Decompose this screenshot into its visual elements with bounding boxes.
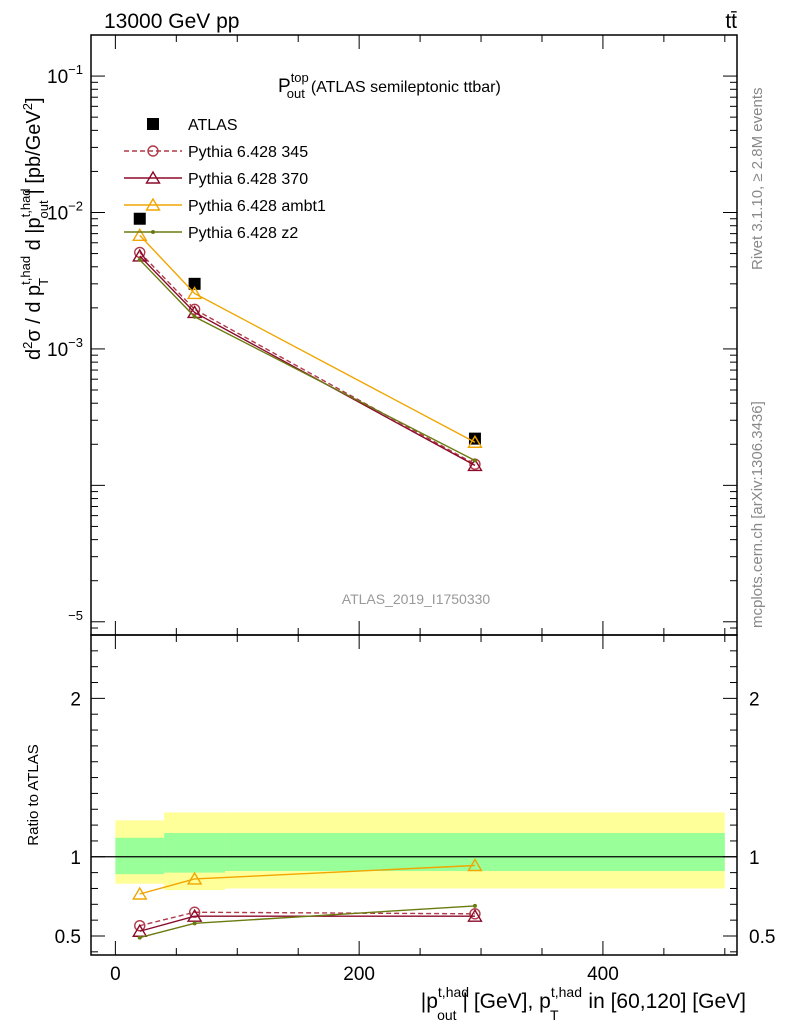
- ratio-band-1-bin-0: [115, 837, 165, 875]
- ratio-series-3-point-0: [137, 935, 142, 940]
- ratio-axis-ticks: 0.5 0.5 1 1 2 2 0 200 400: [55, 635, 775, 985]
- legend-marker-3: [145, 197, 161, 211]
- ratio-y-tick-label-left-1: 1: [70, 848, 81, 869]
- main-series-3-point-1: [186, 286, 203, 300]
- ratio-series-line-0: [139, 911, 475, 927]
- tick-exp: −1: [68, 62, 83, 77]
- x-tick-label-2: 400: [587, 964, 619, 985]
- legend-label-2: Pythia 6.428 370: [188, 171, 308, 188]
- ratio-series-1-point-1: [186, 908, 203, 922]
- ratio-y-tick-label-right-1: 1: [749, 848, 760, 869]
- ratio-y-tick-label-left-2: 2: [70, 689, 81, 710]
- main-series-1-point-0: [134, 246, 146, 259]
- main-series-line-4: [139, 259, 476, 462]
- main-ylabel: d2σ / d pt,had T d |pt,had out| [pb/GeV2]: [18, 97, 51, 360]
- ratio-y-tick-label-right-0: 0.5: [749, 927, 775, 948]
- legend-marker-4: [151, 230, 155, 234]
- main-series-line-3: [139, 234, 476, 443]
- main-y-tick-label-0: 10−1: [47, 62, 83, 88]
- main-series-0-point-0: [133, 212, 146, 225]
- ratio-series-line-1: [139, 915, 475, 932]
- ratio-y-tick-label-right-2: 2: [749, 689, 760, 710]
- main-series-3-point-2: [467, 434, 483, 448]
- main-series-0-point-1: [188, 277, 201, 290]
- legend: ATLAS Pythia 6.428 345 Pythia 6.428 370 Pyt…: [124, 117, 326, 242]
- main-series-4-point-0: [137, 257, 142, 262]
- ratio-band-1-bin-1: [164, 833, 226, 873]
- x-tick-label-1: 200: [343, 964, 375, 985]
- main-y-tick-label-3: −5: [68, 608, 83, 623]
- tick-base: 10: [47, 67, 68, 88]
- main-series-4-point-2: [472, 458, 477, 463]
- x-axis-label: |pt,had out| [GeV], pt,had T in [60,120] […: [421, 984, 746, 1023]
- ratio-series-line-2: [139, 864, 475, 895]
- ratio-series-2-point-2: [467, 858, 483, 872]
- panel-title: Ptop out (ATLAS semileptonic ttbar): [278, 70, 501, 101]
- ratio-plot-content: [91, 812, 737, 940]
- ratio-band-1-bin-2: [225, 833, 725, 872]
- mcplots-label: mcplots.cern.ch [arXiv:1306.3436]: [749, 401, 766, 628]
- ratio-frame: [90, 634, 738, 956]
- ratio-y-tick-label-left-0: 0.5: [55, 927, 81, 948]
- main-y-tick-label-2: 10−3: [47, 335, 83, 361]
- process-label: tt̄: [725, 10, 737, 33]
- ratio-panel: 0.5 0.5 1 1 2 2 0 200 400 Ratio to ATLAS |pt,had…: [25, 634, 775, 1023]
- tick-base: 10: [47, 203, 68, 224]
- ratio-series-3-point-2: [472, 903, 477, 908]
- panel-title-sub: out: [287, 86, 305, 101]
- main-series-1-point-1: [188, 303, 201, 316]
- main-axis-ticks: 10−110−210−3−5: [47, 34, 737, 636]
- main-plot-content: [132, 212, 483, 472]
- main-series-2-point-2: [467, 458, 483, 472]
- ratio-series-0-point-1: [188, 906, 201, 918]
- legend-label-0: ATLAS: [188, 117, 238, 134]
- main-y-tick-label-1: 10−2: [47, 198, 83, 224]
- ratio-series-2-point-1: [186, 871, 203, 885]
- main-series-3-point-0: [132, 227, 148, 242]
- tick-exp: −2: [68, 198, 83, 213]
- tick-exp: −3: [68, 335, 83, 350]
- legend-marker-1: [147, 145, 159, 157]
- legend-label-3: Pythia 6.428 ambt1: [188, 198, 326, 215]
- main-series-4-point-1: [192, 314, 197, 319]
- legend-marker-2: [145, 170, 161, 184]
- ratio-ylabel: Ratio to ATLAS: [25, 744, 42, 845]
- x-tick-label-0: 0: [110, 964, 121, 985]
- main-series-line-2: [139, 255, 476, 467]
- ratio-series-1-point-2: [467, 908, 483, 922]
- panel-title-rest: (ATLAS semileptonic ttbar): [311, 79, 501, 96]
- panel-title-sup: top: [291, 70, 309, 85]
- panel-title-main: P: [278, 76, 291, 97]
- rivet-label: Rivet 3.1.10, ≥ 2.8M events: [749, 88, 766, 271]
- legend-label-4: Pythia 6.428 z2: [188, 225, 298, 242]
- analysis-id: ATLAS_2019_I1750330: [342, 591, 491, 607]
- legend-label-1: Pythia 6.428 345: [188, 144, 308, 161]
- tick-base: 10: [47, 340, 68, 361]
- energy-label: 13000 GeV pp: [104, 10, 239, 33]
- legend-marker-0: [147, 118, 159, 130]
- ratio-series-3-point-1: [192, 921, 197, 926]
- ratio-series-0-point-2: [469, 908, 481, 920]
- ratio-series-2-point-0: [132, 886, 148, 900]
